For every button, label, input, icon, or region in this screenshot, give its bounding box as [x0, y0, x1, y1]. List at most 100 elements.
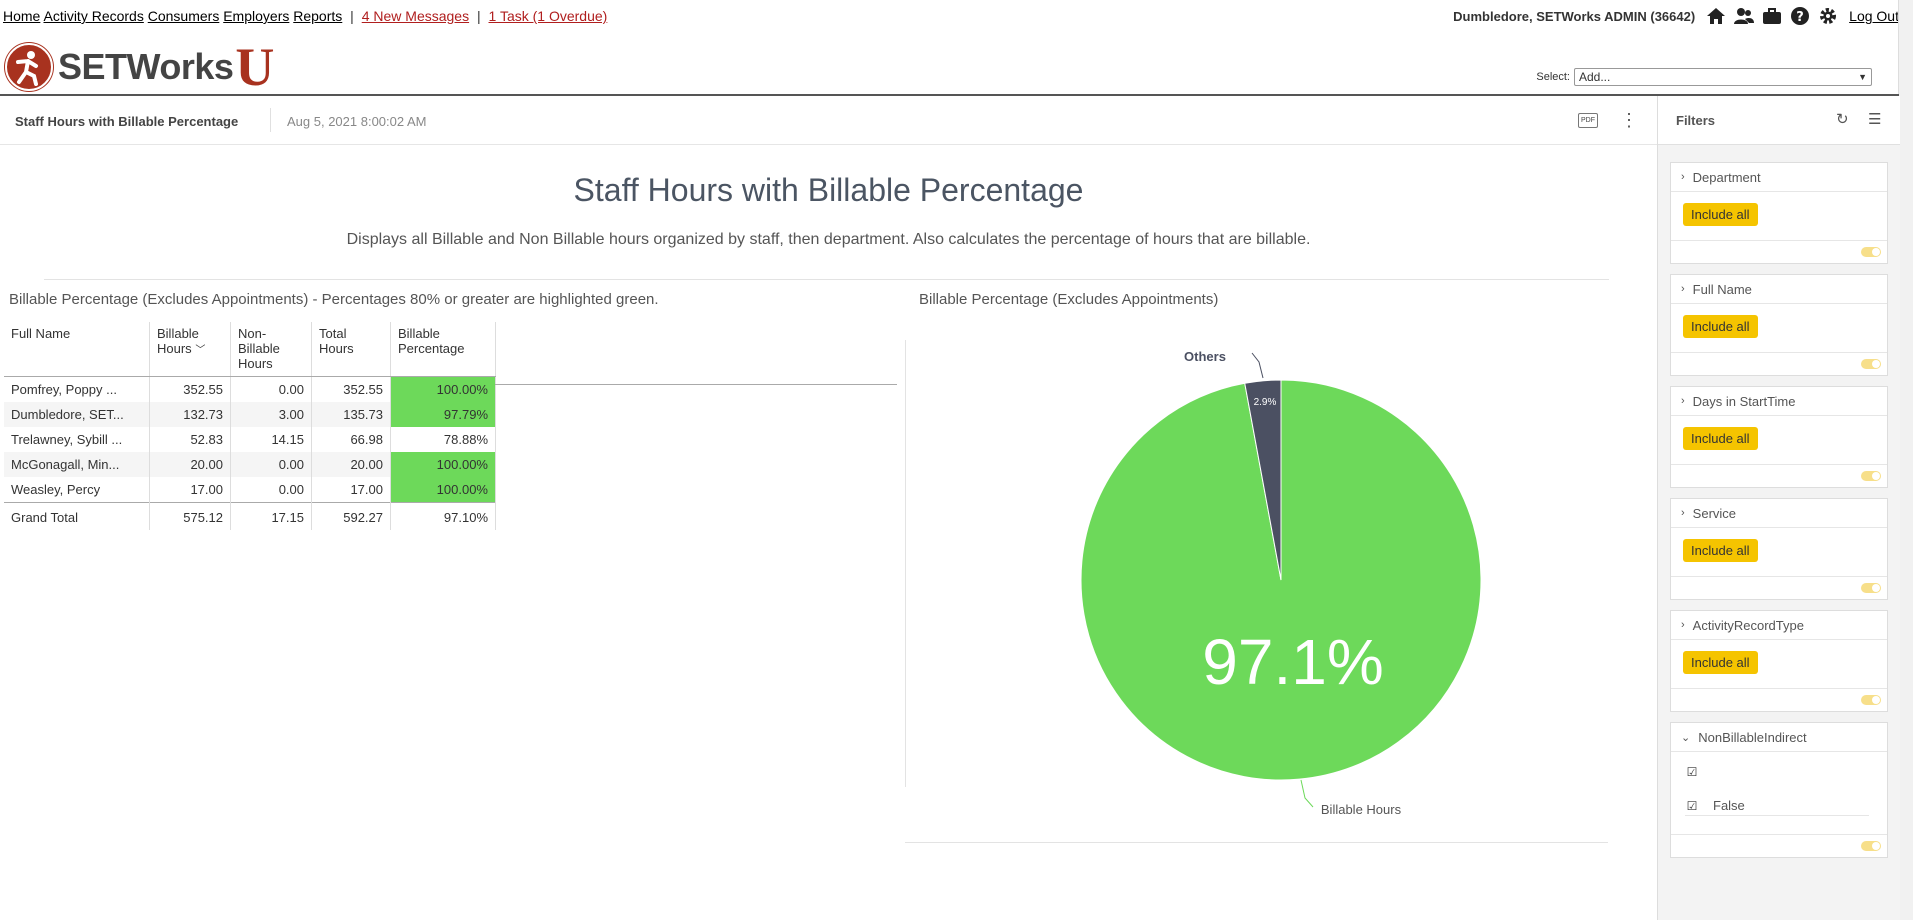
filter-footer: [1671, 577, 1887, 599]
filter-activityrecordtype: › ActivityRecordType Include all: [1670, 610, 1888, 712]
col-non-billable-hours[interactable]: Non-Billable Hours: [230, 322, 312, 377]
pdf-export-button[interactable]: PDF: [1578, 113, 1598, 128]
cell-billable: 20.00: [149, 452, 231, 477]
include-all-button[interactable]: Include all: [1683, 651, 1758, 674]
report-description: Displays all Billable and Non Billable h…: [346, 231, 1311, 248]
menu-icon[interactable]: ☰: [1868, 111, 1882, 128]
filter-footer: [1671, 353, 1887, 375]
cell-non-billable: 17.15: [230, 502, 312, 530]
col-total-hours[interactable]: Total Hours: [311, 322, 391, 377]
people-icon[interactable]: [1733, 5, 1755, 27]
filter-body: Include all: [1671, 416, 1887, 465]
select-label: Select:: [1536, 71, 1570, 83]
filters-panel: Filters ↻ ☰ › Department Include all › Ful…: [1657, 96, 1900, 920]
cell-billable: 575.12: [149, 502, 231, 530]
home-icon[interactable]: [1705, 5, 1727, 27]
nav-consumers-link[interactable]: Consumers: [147, 8, 220, 24]
checkbox-checked-icon[interactable]: ☑: [1686, 765, 1698, 779]
cell-total: 66.98: [311, 427, 391, 452]
add-select[interactable]: Add... ▼: [1574, 68, 1872, 86]
nav-separator: |: [350, 8, 354, 24]
report-title: Staff Hours with Billable Percentage: [573, 172, 1084, 208]
table-row: Dumbledore, SET... 132.73 3.00 135.73 97…: [4, 402, 496, 427]
col-billable-hours[interactable]: Billable Hours ﹀: [149, 322, 231, 377]
filter-body: Include all: [1671, 528, 1887, 577]
filter-toggle[interactable]: [1861, 359, 1881, 369]
col-billable-percentage[interactable]: Billable Percentage: [390, 322, 496, 377]
chart-bottom-rule: [905, 842, 1608, 843]
filter-header[interactable]: › Department: [1671, 163, 1887, 192]
user-name: Dumbledore, SETWorks ADMIN (36642): [1453, 8, 1696, 24]
chart-title: Billable Percentage (Excludes Appointmen…: [919, 291, 1219, 308]
filter-toggle[interactable]: [1861, 471, 1881, 481]
filters-header: Filters ↻ ☰: [1658, 96, 1900, 145]
dashboard-header: Staff Hours with Billable Percentage Aug…: [0, 96, 1657, 145]
cell-name: McGonagall, Min...: [4, 452, 150, 477]
filter-header[interactable]: › Service: [1671, 499, 1887, 528]
header-band: SETWorks U Select: Add... ▼: [0, 32, 1899, 96]
include-all-button[interactable]: Include all: [1683, 315, 1758, 338]
briefcase-icon[interactable]: [1761, 5, 1783, 27]
filter-footer: [1671, 689, 1887, 711]
cell-name: Trelawney, Sybill ...: [4, 427, 150, 452]
cell-total: 17.00: [311, 477, 391, 503]
include-all-button[interactable]: Include all: [1683, 427, 1758, 450]
logo-mark: [4, 42, 54, 92]
cell-non-billable: 14.15: [230, 427, 312, 452]
filter-service: › Service Include all: [1670, 498, 1888, 600]
col-full-name[interactable]: Full Name: [4, 322, 150, 377]
nav-home-link[interactable]: Home: [3, 8, 41, 24]
filter-label: Days in StartTime: [1692, 393, 1796, 409]
nav-links: Home Activity Records Consumers Employer…: [3, 8, 607, 24]
filter-header[interactable]: › ActivityRecordType: [1671, 611, 1887, 640]
filter-header[interactable]: › Days in StartTime: [1671, 387, 1887, 416]
filter-toggle[interactable]: [1861, 841, 1881, 851]
filter-label: Department: [1692, 169, 1761, 185]
filter-label: NonBillableIndirect: [1698, 729, 1807, 745]
option-row[interactable]: ☑ False: [1685, 798, 1869, 816]
filter-label: Service: [1692, 505, 1737, 521]
billable-callout-label: Billable Hours: [1321, 802, 1402, 817]
more-options-icon[interactable]: ⋮: [1620, 110, 1638, 130]
filter-toggle[interactable]: [1861, 247, 1881, 257]
user-area: Dumbledore, SETWorks ADMIN (36642) ? Log…: [1453, 5, 1899, 27]
filter-days-in-starttime: › Days in StartTime Include all: [1670, 386, 1888, 488]
logout-link[interactable]: Log Out: [1849, 8, 1899, 24]
reset-icon[interactable]: ↻: [1836, 111, 1849, 128]
select-all-row[interactable]: ☑: [1685, 765, 1699, 779]
billable-leader-line: [1300, 779, 1314, 808]
page-scrollbar[interactable]: [1898, 0, 1913, 920]
pie-center-label: 97.1%: [1202, 626, 1383, 698]
cell-percentage: 100.00%: [390, 376, 496, 402]
filter-header[interactable]: › Full Name: [1671, 275, 1887, 304]
pie-slice-others-value: 2.9%: [1254, 397, 1277, 408]
filter-header[interactable]: ⌄ NonBillableIndirect: [1671, 723, 1887, 752]
others-callout-label: Others: [1184, 349, 1226, 364]
checkbox-checked-icon[interactable]: ☑: [1686, 798, 1698, 813]
tasks-link[interactable]: 1 Task (1 Overdue): [488, 8, 608, 24]
filter-footer: [1671, 241, 1887, 263]
gear-icon[interactable]: [1817, 5, 1839, 27]
sort-desc-icon: ﹀: [195, 345, 206, 356]
header-divider: [270, 108, 271, 132]
filter-toggle[interactable]: [1861, 583, 1881, 593]
pie-slice-others[interactable]: [1244, 379, 1282, 581]
cell-name: Pomfrey, Poppy ...: [4, 376, 150, 402]
billable-table: Full Name Billable Hours ﹀ Non-Billable …: [4, 322, 496, 530]
nav-employers-link[interactable]: Employers: [223, 8, 290, 24]
nav-separator: |: [476, 8, 481, 24]
filter-toggle[interactable]: [1861, 695, 1881, 705]
nav-reports-link[interactable]: Reports: [293, 8, 343, 24]
include-all-button[interactable]: Include all: [1683, 203, 1758, 226]
logo-u: U: [235, 37, 275, 97]
messages-link[interactable]: 4 New Messages: [361, 8, 470, 24]
include-all-button[interactable]: Include all: [1683, 539, 1758, 562]
setworks-logo[interactable]: SETWorks U: [4, 37, 275, 97]
cell-total: 135.73: [311, 402, 391, 427]
cell-non-billable: 3.00: [230, 402, 312, 427]
others-leader-line: [1251, 352, 1264, 379]
nav-activity-records-link[interactable]: Activity Records: [43, 8, 144, 24]
filter-full-name: › Full Name Include all: [1670, 274, 1888, 376]
help-icon[interactable]: ?: [1789, 5, 1811, 27]
filter-department: › Department Include all: [1670, 162, 1888, 264]
